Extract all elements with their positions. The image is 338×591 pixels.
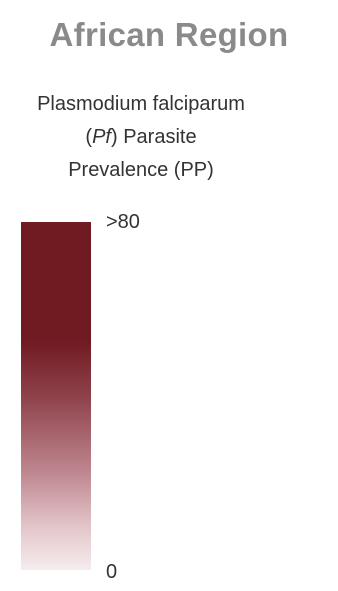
legend-title-line1: Plasmodium falciparum (37, 93, 245, 115)
legend-title: Plasmodium falciparum (Pf) Parasite Prev… (0, 88, 282, 187)
legend-title-line2-rest: Parasite (117, 126, 197, 148)
legend-title-line3: Prevalence (PP) (68, 159, 214, 181)
legend-title-line2: (Pf) Parasite (85, 126, 197, 148)
color-ramp (21, 222, 91, 570)
region-title: African Region (49, 16, 289, 53)
legend-min-label: 0 (106, 561, 118, 583)
legend-max-label: >80 (106, 211, 140, 233)
legend-title-abbr: Pf (92, 126, 111, 148)
